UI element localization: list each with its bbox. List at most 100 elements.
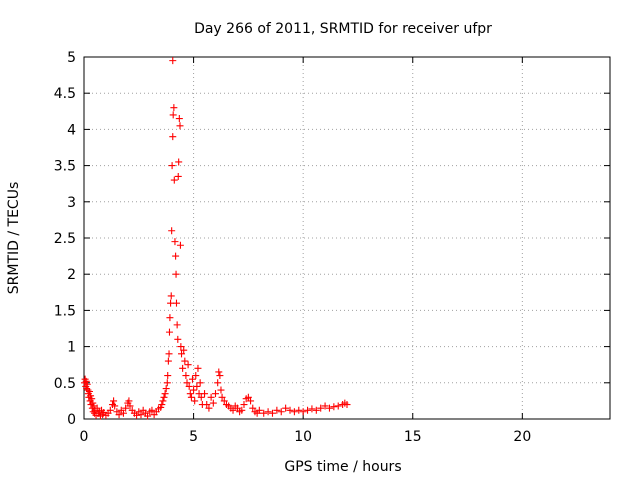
axis-ticks	[83, 56, 610, 420]
data-point	[167, 299, 175, 307]
data-point	[217, 386, 225, 394]
y-tick-label: 2	[67, 267, 76, 283]
data-point	[238, 406, 246, 414]
data-point	[321, 402, 329, 410]
data-point	[334, 402, 342, 410]
data-point	[190, 386, 198, 394]
data-point	[172, 252, 180, 260]
data-point	[244, 393, 252, 401]
data-point	[188, 375, 196, 383]
y-tick-label: 5	[67, 50, 76, 66]
data-point	[164, 357, 172, 365]
data-point	[343, 401, 351, 409]
data-point	[110, 397, 118, 405]
data-point	[180, 346, 188, 354]
data-point	[216, 372, 224, 380]
data-point	[197, 393, 205, 401]
data-point	[164, 372, 172, 380]
data-point	[169, 111, 177, 119]
y-tick-label: 3	[67, 195, 76, 211]
data-point	[229, 406, 237, 414]
data-point	[89, 399, 97, 407]
data-point	[209, 399, 217, 407]
data-point	[166, 314, 174, 322]
data-point	[144, 412, 152, 420]
data-point	[286, 406, 294, 414]
data-point	[247, 397, 255, 405]
data-point	[205, 404, 213, 412]
data-point	[137, 411, 145, 419]
data-point	[161, 390, 169, 398]
y-tick-label: 4	[67, 122, 76, 138]
y-tick-label: 1.5	[54, 303, 76, 319]
y-tick-label: 0	[67, 412, 76, 428]
data-point	[212, 390, 219, 398]
data-point	[168, 162, 176, 170]
data-point	[183, 379, 191, 387]
x-tick-labels: 0 5 10 15 20	[80, 429, 532, 445]
data-point	[187, 393, 195, 401]
y-tick-labels: 0 0.5 1 1.5 2 2.5 3 3.5 4 4.5 5	[54, 50, 76, 428]
data-point	[89, 408, 97, 416]
data-point	[192, 372, 200, 380]
data-point	[83, 380, 91, 388]
data-point	[158, 401, 166, 409]
data-point	[173, 321, 181, 329]
data-point	[312, 406, 320, 414]
data-point	[177, 343, 185, 351]
data-point	[299, 408, 307, 416]
x-tick-label: 0	[80, 429, 89, 445]
data-point	[88, 395, 96, 403]
data-point	[255, 406, 263, 414]
data-point	[214, 379, 222, 387]
data-point	[160, 393, 168, 401]
y-tick-label: 4.5	[54, 86, 76, 102]
data-point	[171, 238, 179, 246]
data-point	[93, 404, 101, 412]
y-tick-label: 2.5	[54, 231, 76, 247]
data-point	[175, 158, 183, 166]
data-point	[165, 350, 173, 358]
x-tick-label: 15	[404, 429, 422, 445]
data-point	[115, 411, 123, 419]
data-point	[186, 390, 194, 398]
data-point	[176, 241, 184, 249]
data-point	[181, 357, 189, 365]
data-point	[196, 379, 204, 387]
data-point	[215, 368, 223, 376]
data-point	[169, 57, 177, 65]
data-point	[282, 404, 290, 412]
data-point	[273, 406, 281, 414]
data-point	[175, 115, 183, 123]
data-point	[295, 406, 303, 414]
data-point	[178, 350, 186, 358]
data-point	[82, 377, 90, 385]
data-point	[133, 411, 141, 419]
data-point	[193, 382, 201, 390]
data-point	[308, 405, 316, 413]
y-tick-label: 1	[67, 340, 76, 356]
data-point	[122, 404, 130, 412]
data-point	[207, 393, 215, 401]
data-point	[203, 401, 211, 409]
x-axis-label: GPS time / hours	[284, 459, 401, 475]
data-point	[240, 401, 248, 409]
data-point	[191, 397, 199, 405]
x-tick-label: 20	[513, 429, 531, 445]
data-point	[106, 406, 114, 414]
data-point	[119, 409, 127, 417]
data-point	[167, 292, 175, 300]
data-point	[165, 328, 173, 336]
data-point	[201, 390, 209, 398]
data-point	[218, 393, 226, 401]
data-point	[87, 392, 95, 400]
data-point	[168, 227, 176, 235]
data-point	[111, 402, 119, 410]
data-point	[185, 382, 193, 390]
data-point	[194, 364, 202, 372]
data-point	[317, 404, 325, 412]
data-point	[163, 379, 171, 387]
data-point	[304, 406, 312, 414]
data-points	[80, 57, 351, 420]
